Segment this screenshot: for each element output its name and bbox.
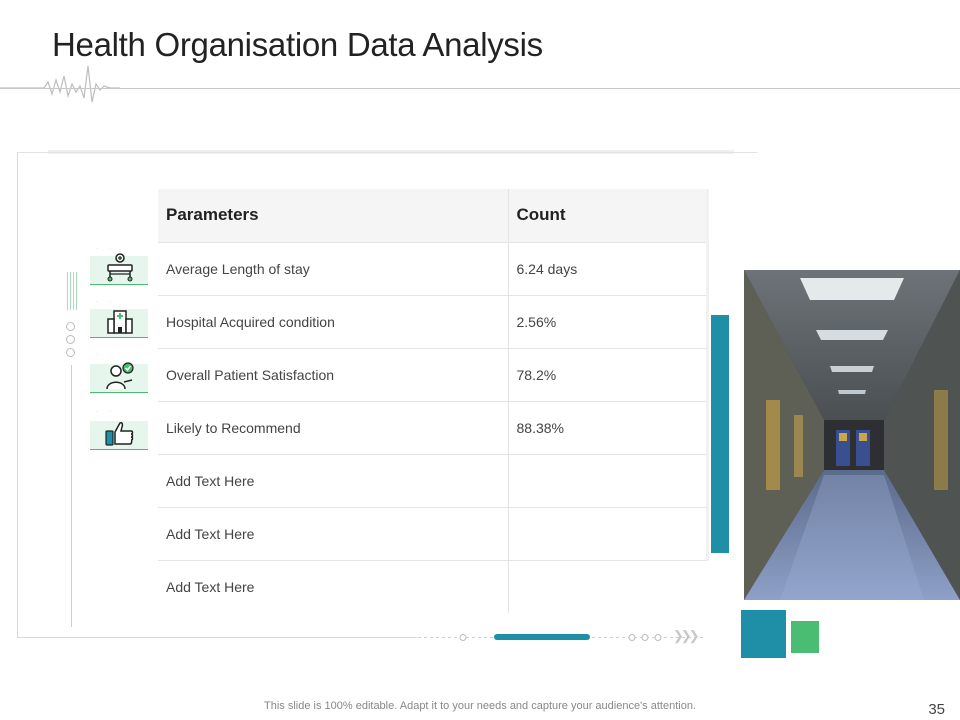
decorative-dots: · · [96, 299, 117, 305]
progress-track [418, 634, 704, 641]
timeline-line [71, 365, 72, 627]
parameter-cell: Overall Patient Satisfaction [158, 348, 509, 401]
count-cell [508, 454, 706, 507]
table-shadow [706, 189, 709, 561]
hospital-bed-icon [107, 253, 133, 282]
count-cell: 78.2% [516, 366, 557, 383]
hospital-building-icon [107, 310, 133, 334]
count-cell: 6.24 days [516, 260, 578, 277]
teal-square [741, 610, 786, 658]
frame-left [17, 152, 18, 638]
decorative-dots [66, 322, 75, 361]
decorative-dots: · · [96, 409, 117, 415]
parameter-cell: Add Text Here [158, 560, 509, 613]
green-square [791, 621, 819, 653]
table-row: Average Length of stay 6.24 days [158, 242, 706, 295]
count-cell: 88.38% [516, 419, 564, 436]
doctor-approval-icon [106, 362, 134, 390]
table-header-row: Parameters Count [158, 189, 706, 242]
count-cell [508, 507, 706, 560]
hospital-bed-icon-box [90, 253, 148, 285]
thumbs-up-icon [105, 422, 134, 446]
slide-title: Health Organisation Data Analysis [52, 26, 543, 63]
table-row: Add Text Here [158, 560, 706, 613]
table-row: Overall Patient Satisfaction 78.2% [158, 348, 706, 401]
parameter-cell: Likely to Recommend [158, 401, 509, 454]
chevrons-right-icon: ❯❯❯ [673, 628, 700, 643]
frame-bottom [17, 637, 417, 638]
header-count: Count [508, 189, 706, 242]
thumbs-up-icon-box [90, 421, 148, 450]
doctor-approval-icon-box [90, 362, 148, 393]
parameters-table: Parameters Count Average Length of stay … [158, 189, 706, 613]
heartbeat-line-icon [0, 65, 120, 103]
table-row: Add Text Here [158, 507, 706, 560]
parameter-cell: Add Text Here [158, 454, 509, 507]
count-cell [508, 560, 706, 613]
footer-note: This slide is 100% editable. Adapt it to… [264, 700, 696, 712]
header-parameters: Parameters [158, 189, 509, 242]
table-row: Likely to Recommend 88.38% [158, 401, 706, 454]
page-number: 35 [928, 701, 945, 718]
count-cell: 2.56% [516, 313, 557, 330]
parameter-cell: Average Length of stay [158, 242, 509, 295]
table-row: Hospital Acquired condition 2.56% [158, 295, 706, 348]
parameter-cell: Hospital Acquired condition [158, 295, 509, 348]
decorative-hatch [67, 272, 77, 310]
table-row: Add Text Here [158, 454, 706, 507]
hospital-corridor-photo [744, 270, 960, 600]
decorative-dots: · · [96, 352, 117, 358]
parameter-cell: Add Text Here [158, 507, 509, 560]
decorative-dots: · · [96, 246, 117, 252]
progress-indicator [494, 634, 590, 640]
hospital-building-icon-box [90, 309, 148, 338]
accent-bar [711, 315, 729, 553]
title-divider [0, 88, 960, 89]
frame-top [17, 152, 757, 153]
